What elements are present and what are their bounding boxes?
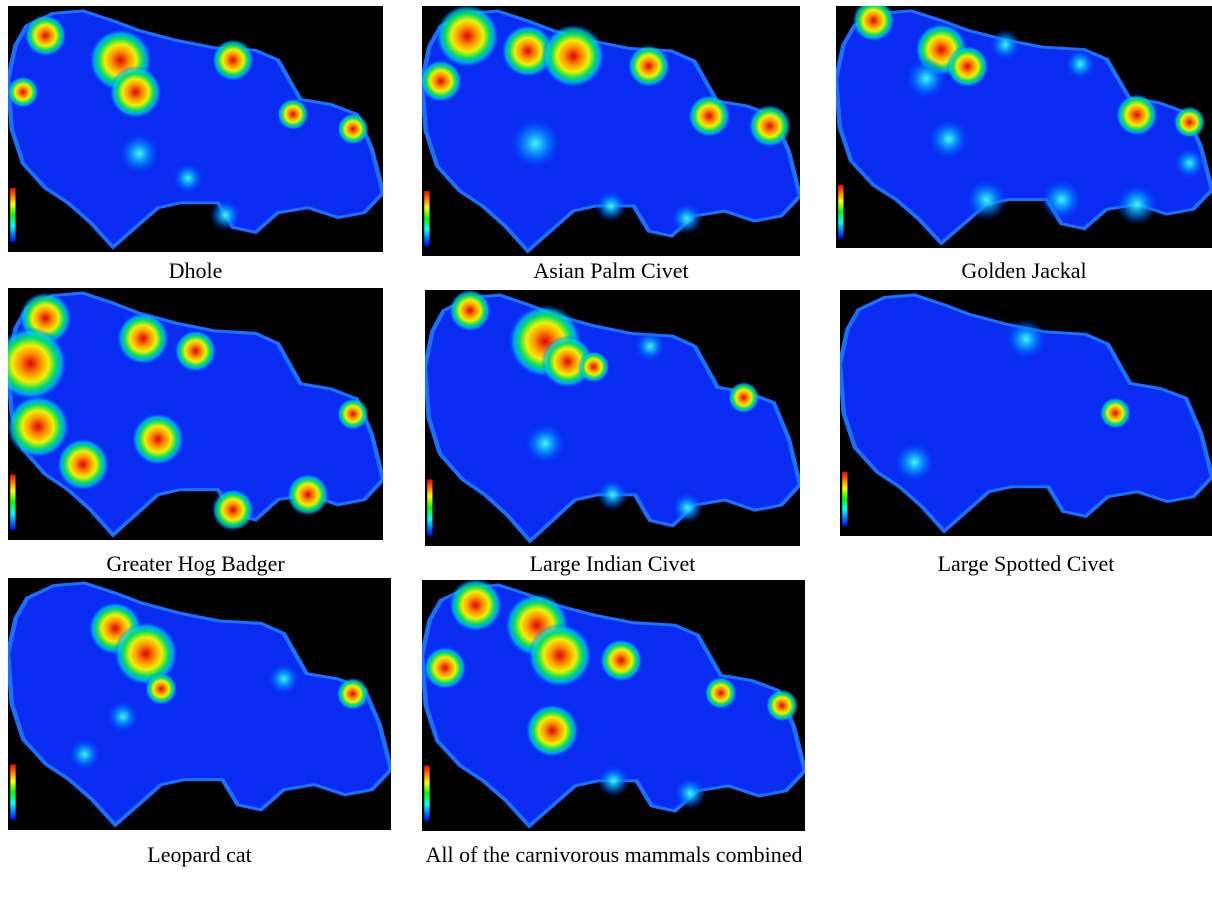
hotspot: [1065, 48, 1097, 80]
hotspot: [688, 95, 730, 137]
hotspot: [634, 331, 666, 363]
caption: Large Spotted Civet: [840, 551, 1212, 577]
hotspot: [277, 98, 309, 129]
heat-map: [836, 6, 1212, 248]
hotspot: [578, 351, 610, 383]
caption: Golden Jackal: [836, 258, 1212, 284]
map-panel: [836, 6, 1212, 248]
hotspot: [449, 290, 491, 331]
hotspot: [8, 76, 39, 108]
hotspot: [595, 190, 627, 222]
caption: Dhole: [8, 258, 383, 284]
hotspot: [928, 118, 970, 160]
hotspot: [1116, 183, 1158, 225]
hotspot: [749, 105, 791, 147]
hotspot: [212, 489, 254, 531]
caption: Asian Palm Civet: [422, 258, 800, 284]
hotspot: [524, 423, 566, 465]
hotspot: [965, 179, 1007, 221]
hotspot: [1174, 148, 1206, 180]
caption: All of the carnivorous mammals combined: [414, 842, 814, 868]
heat-map: [422, 580, 805, 831]
hotspot: [705, 677, 737, 709]
hotspot: [597, 479, 629, 511]
hotspot: [145, 673, 177, 705]
heat-map: [8, 288, 383, 540]
hotspot: [210, 199, 241, 231]
heat-map: [422, 6, 800, 256]
heat-map: [840, 290, 1212, 536]
legend-bar: [10, 474, 15, 529]
hotspot: [1100, 397, 1131, 428]
hotspot: [25, 15, 67, 57]
hotspot: [69, 738, 101, 770]
map-panel: [425, 290, 800, 546]
hotspot: [172, 162, 203, 194]
hotspot: [118, 133, 160, 175]
hotspot: [597, 765, 629, 797]
caption: Leopard cat: [8, 842, 391, 868]
hotspot: [947, 45, 989, 87]
map-panel: [840, 290, 1212, 536]
hotspot: [728, 382, 760, 414]
legend-bar: [424, 766, 429, 821]
legend-bar: [842, 472, 847, 526]
hotspot: [436, 6, 500, 68]
hotspot: [1174, 106, 1206, 138]
hotspot: [337, 678, 369, 710]
hotspot: [766, 689, 798, 721]
hotspot: [600, 639, 643, 682]
heat-map: [8, 578, 391, 830]
legend-bar: [10, 764, 15, 819]
heat-map: [8, 6, 383, 252]
caption: Greater Hog Badger: [8, 551, 383, 577]
map-panel: [8, 6, 383, 252]
hotspot: [449, 580, 503, 632]
hotspot: [674, 777, 706, 809]
hotspot: [8, 395, 70, 458]
map-panel: [422, 6, 800, 256]
hotspot: [57, 438, 110, 491]
hotspot: [424, 646, 467, 689]
hotspot: [132, 413, 185, 466]
legend-bar: [427, 479, 432, 535]
hotspot: [117, 312, 170, 365]
hotspot: [628, 45, 670, 87]
hotspot: [671, 203, 703, 235]
hotspot: [337, 398, 369, 430]
hotspot: [1041, 179, 1083, 221]
legend-bar: [424, 191, 429, 246]
hotspot: [109, 66, 162, 118]
figure: {"panels": [ {"caption": "Dhole"}, {"cap…: [0, 0, 1212, 899]
map-panel: [8, 288, 383, 540]
hotspot: [528, 623, 592, 687]
hotspot: [212, 39, 254, 81]
hotspot: [894, 441, 936, 483]
hotspot: [287, 474, 329, 516]
heat-map: [425, 290, 800, 546]
hotspot: [268, 663, 300, 695]
hotspot: [525, 704, 579, 758]
hotspot: [175, 330, 217, 372]
legend-bar: [838, 185, 843, 238]
map-panel: [8, 578, 391, 830]
hotspot: [337, 113, 369, 145]
hotspot: [989, 29, 1021, 61]
hotspot: [672, 492, 704, 523]
hotspot: [1005, 318, 1047, 360]
hotspot: [905, 58, 947, 100]
hotspot: [1116, 94, 1158, 136]
hotspot: [541, 24, 605, 88]
hotspot: [107, 701, 139, 733]
legend-bar: [10, 188, 15, 242]
caption: Large Indian Civet: [425, 551, 800, 577]
map-panel: [422, 580, 805, 831]
hotspot: [509, 117, 562, 170]
